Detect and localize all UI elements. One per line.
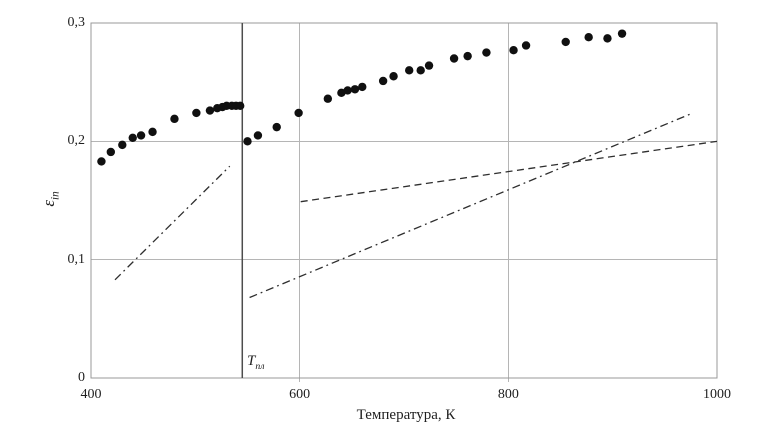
scatter-point [128, 133, 137, 142]
scatter-point [416, 66, 425, 75]
scatter-point [192, 108, 201, 118]
scatter-point [136, 131, 146, 140]
scatter-point [482, 48, 491, 57]
scatter-point [97, 157, 106, 166]
y-axis-tick-label: 0,2 [67, 133, 86, 149]
scatter-point [235, 101, 245, 111]
scatter-point [205, 106, 215, 115]
scatter-point [463, 51, 472, 61]
scatter-point [272, 122, 281, 132]
y-axis-tick-label: 0,1 [67, 251, 86, 267]
scatter-point [521, 41, 531, 50]
scatter-point [584, 33, 593, 42]
x-axis-tick-label: 1000 [703, 387, 731, 402]
scatter-point [389, 72, 398, 81]
epsilon-subscript: in [49, 191, 62, 200]
scatter-point [343, 86, 352, 95]
scatter-point [118, 140, 127, 150]
scatter-point [617, 29, 627, 38]
x-axis-tick-label: 600 [289, 387, 311, 402]
y-axis-title: εin [31, 178, 67, 220]
x-axis-tick-label: 800 [497, 387, 519, 402]
scatter-point [106, 147, 116, 157]
scatter-point [170, 114, 179, 124]
dashdot-solid-phase-line [114, 165, 231, 281]
dashdot-liquid-phase-line [249, 112, 694, 299]
scatter-point [509, 46, 518, 55]
scatter-point [323, 94, 333, 103]
scatter-point [253, 131, 263, 140]
scatter-point [378, 76, 388, 86]
x-axis-tick-label: 400 [80, 387, 102, 402]
dashed-reference-line [300, 140, 718, 203]
scatter-point [603, 34, 612, 43]
scatter-point [405, 66, 414, 75]
melting-point-symbol: T [247, 353, 256, 369]
scatter-point [243, 137, 252, 146]
y-axis-tick-label: 0,3 [67, 15, 86, 30]
epsilon-symbol: ε [39, 199, 58, 207]
x-axis-title: Температура, К [356, 407, 456, 423]
scatter-point [424, 61, 434, 70]
scatter-point [148, 127, 157, 137]
scatter-point [294, 108, 303, 118]
scatter-point [358, 82, 367, 92]
scatter-point [350, 85, 360, 94]
scatter-point [449, 54, 459, 63]
y-axis-tick-label: 0 [78, 370, 85, 385]
melting-point-label: Tпл [247, 353, 264, 372]
scatter-point [561, 37, 570, 47]
plot-border [90, 22, 718, 379]
melting-point-subscript: пл [255, 361, 265, 372]
